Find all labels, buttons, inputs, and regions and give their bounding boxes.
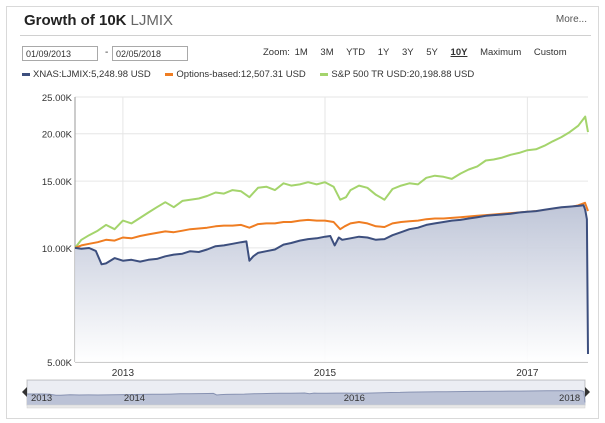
navigator-label: 2016 (344, 393, 365, 404)
legend-swatch-options (165, 72, 174, 76)
y-tick-label: 5.00K (47, 358, 72, 369)
series-area-fund (75, 205, 588, 362)
end-date-input[interactable] (112, 46, 188, 61)
legend-item-sp500[interactable]: S&P 500 TR USD:20,198.88 USD (320, 69, 474, 80)
x-tick-label: 2013 (112, 368, 135, 379)
y-tick-label: 10.00K (42, 244, 73, 255)
legend-swatch-fund (22, 72, 30, 76)
navigator-label: 2014 (124, 393, 145, 404)
legend-swatch-sp500 (320, 72, 329, 76)
zoom-1m[interactable]: 1M (294, 47, 308, 58)
start-date-input[interactable] (22, 46, 98, 61)
zoom-10y[interactable]: 10Y (450, 47, 468, 58)
zoom-5y[interactable]: 5Y (426, 47, 438, 58)
navigator-line (27, 390, 586, 403)
zoom-bar: Zoom: 1M 3M YTD 1Y 3Y 5Y 10Y Maximum Cus… (263, 47, 577, 58)
legend-label-sp500: S&P 500 TR USD:20,198.88 USD (331, 69, 475, 80)
zoom-ytd[interactable]: YTD (346, 47, 366, 58)
legend-label-options: Options-based:12,507.31 USD (176, 69, 306, 80)
legend-item-options[interactable]: Options-based:12,507.31 USD (165, 69, 306, 80)
series-line-fund (74, 204, 589, 355)
y-tick-label: 15.00K (42, 177, 73, 188)
zoom-3m[interactable]: 3M (320, 47, 334, 58)
chart-title: Growth of 10K LJMIX (24, 12, 173, 29)
zoom-3y[interactable]: 3Y (402, 47, 414, 58)
x-tick-label: 2017 (516, 368, 539, 379)
zoom-label: Zoom: (263, 47, 290, 58)
ticker-label: LJMIX (130, 12, 174, 29)
navigator-label: 2018 (559, 393, 580, 404)
y-tick-label: 20.00K (42, 130, 73, 141)
zoom-maximum[interactable]: Maximum (480, 47, 522, 58)
title-text: Growth of 10K (24, 12, 127, 29)
navigator-selection (27, 380, 585, 405)
legend-label-fund: XNAS:LJMIX:5,248.98 USD (33, 69, 151, 80)
zoom-1y[interactable]: 1Y (377, 47, 390, 58)
navigator-scrollbar (26, 404, 586, 409)
navigator-label: 2013 (31, 393, 52, 404)
navigator-handle-left (22, 387, 27, 397)
y-tick-label: 25.00K (42, 93, 73, 104)
series-line-sp500 (74, 115, 589, 249)
header-divider (20, 35, 591, 36)
more-link[interactable]: More... (555, 14, 587, 25)
navigator-handle-right (585, 387, 590, 397)
legend-item-fund[interactable]: XNAS:LJMIX:5,248.98 USD (22, 69, 151, 80)
zoom-custom[interactable]: Custom (533, 47, 567, 58)
chart-legend: XNAS:LJMIX:5,248.98 USD Options-based:12… (22, 69, 486, 80)
x-tick-label: 2015 (314, 368, 337, 379)
date-separator: - (105, 47, 109, 58)
